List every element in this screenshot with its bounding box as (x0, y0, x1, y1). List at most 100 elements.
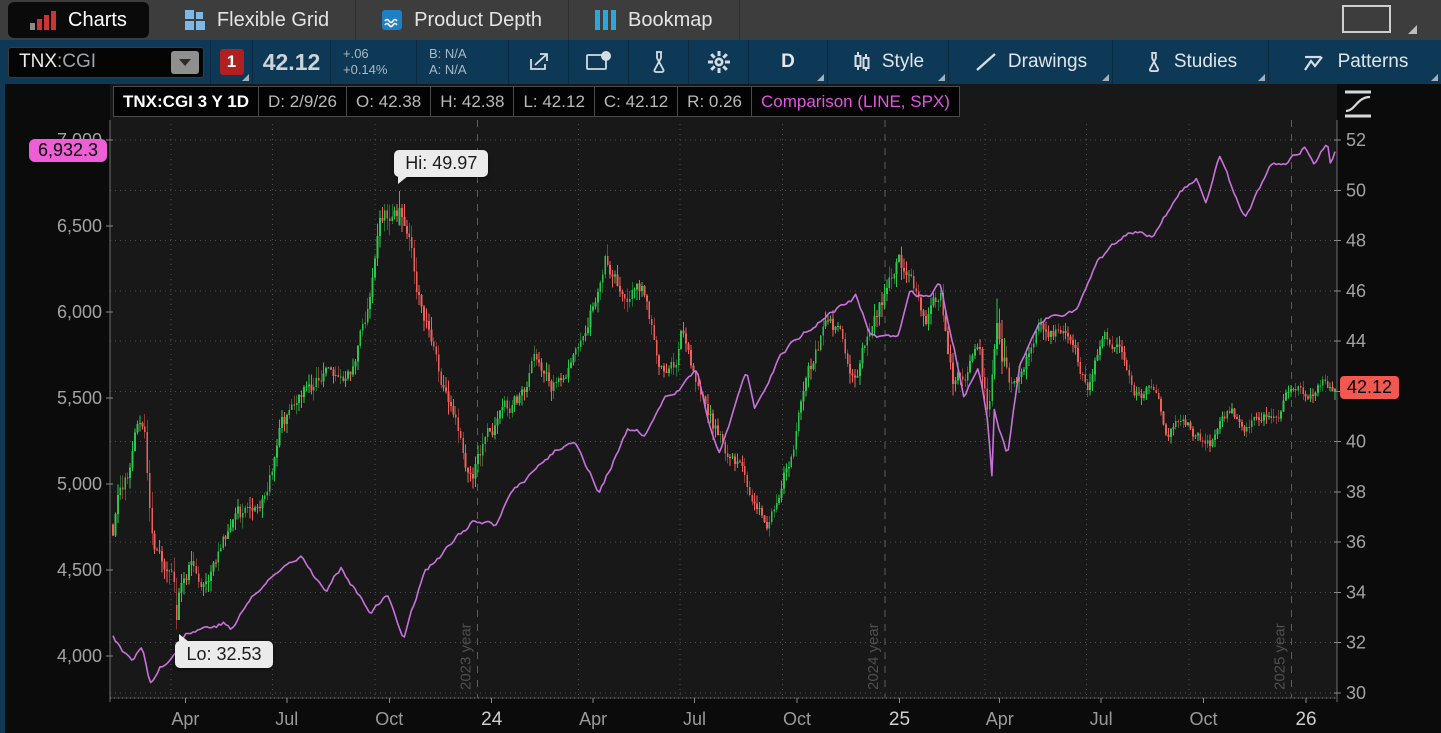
studies-button[interactable]: Studies (1112, 40, 1268, 84)
analyze-button[interactable] (628, 40, 688, 84)
gear-icon (707, 51, 730, 73)
bid-ask: B: N/A A: N/A (416, 40, 508, 84)
comparison-legend[interactable]: Comparison (LINE, SPX) (760, 91, 950, 111)
symbol-suffix: :CGI (57, 51, 97, 72)
style-button[interactable]: Style (827, 40, 948, 84)
low-annotation: Lo: 32.53 (175, 634, 273, 669)
x-axis-tick: Apr (579, 709, 607, 729)
symbol-cell: TNX :CGI (0, 40, 210, 84)
tab-flexible-grid[interactable]: Flexible Grid (155, 0, 357, 40)
style-label: Style (881, 51, 925, 72)
symbol-text: TNX (19, 51, 57, 72)
chart-describer-button[interactable]: i (568, 40, 628, 84)
timeframe-label: D (781, 51, 795, 72)
year-annotation: 2025 year (1272, 623, 1289, 690)
x-axis-tick: Oct (783, 709, 811, 729)
ohlc-fields: D: 2/9/26 O: 42.38 H: 42.38 L: 42.12 C: 42.1… (259, 87, 752, 116)
left-axis-tick: 6,500 (57, 216, 102, 236)
right-axis-tick: 44 (1346, 331, 1366, 351)
x-axis-tick: Jul (275, 709, 298, 729)
tab-bookmap[interactable]: Bookmap (569, 0, 740, 40)
ask-value: A: N/A (429, 62, 467, 77)
year-annotation: 2023 year (457, 623, 474, 690)
timeframe-dropdown-icon (817, 74, 824, 81)
right-axis-tick: 32 (1346, 633, 1366, 653)
last-price: 42.12 (252, 40, 330, 84)
candle-series (112, 191, 1336, 630)
left-axis-tick: 5,000 (57, 474, 102, 494)
columns-icon (595, 10, 617, 30)
tab-bookmap-label: Bookmap (628, 8, 713, 31)
comparison-price-badge: 6,932.3 (28, 138, 107, 162)
symbol-input[interactable]: TNX :CGI (8, 46, 204, 78)
chart-title: TNX:CGI 3 Y 1D (114, 87, 259, 116)
tab-flexible-grid-label: Flexible Grid (216, 8, 330, 31)
ohlc-field: D: 2/9/26 (259, 87, 347, 116)
x-axis-tick: Jul (1090, 709, 1113, 729)
bar-chart-icon (30, 10, 56, 30)
share-icon (529, 53, 548, 70)
trendline-icon (976, 53, 996, 71)
share-button[interactable] (508, 40, 568, 84)
left-axis-tick: 6,000 (57, 302, 102, 322)
last-price-badge: 42.12 (1340, 376, 1400, 400)
price-change: +.06 +0.14% (330, 40, 416, 84)
window-layout-dropdown-icon[interactable] (1408, 25, 1417, 34)
patterns-icon (1303, 55, 1323, 71)
x-axis-tick: 25 (889, 709, 910, 730)
chart-toolbar: TNX :CGI 1 42.12 +.06 +0.14% B: N/A A: N… (0, 40, 1441, 84)
style-dropdown-icon (938, 74, 945, 81)
right-axis-tick: 46 (1346, 281, 1366, 301)
right-axis-tick: 40 (1346, 432, 1366, 452)
right-axis-tick: 50 (1346, 180, 1366, 200)
symbol-dropdown-button[interactable] (171, 50, 199, 74)
svg-text:i: i (604, 52, 607, 61)
depth-waves-icon (382, 10, 403, 30)
year-annotation: 2024 year (865, 623, 882, 690)
right-axis-tick: 48 (1346, 231, 1366, 251)
tab-product-depth[interactable]: Product Depth (356, 0, 570, 40)
x-axis-tick: Apr (171, 709, 199, 729)
right-axis-tick: 36 (1346, 532, 1366, 552)
link-group-cell: 1 (210, 40, 252, 84)
settings-button[interactable] (688, 40, 748, 84)
drawings-button[interactable]: Drawings (948, 40, 1112, 84)
studies-dropdown-icon (1258, 74, 1265, 81)
timeframe-button[interactable]: D (748, 40, 827, 84)
left-axis-tick: 4,000 (57, 646, 102, 666)
studies-flask-icon (1148, 52, 1159, 72)
right-axis-tick: 34 (1346, 582, 1366, 602)
candle-style-icon (854, 52, 870, 71)
ohlc-field: L: 42.12 (514, 87, 595, 116)
left-axis-tick: 4,500 (57, 560, 102, 580)
flask-icon (653, 51, 664, 73)
ohlc-field: H: 42.38 (431, 87, 515, 116)
x-axis-tick: Apr (986, 709, 1014, 729)
x-axis-tick: Jul (683, 709, 706, 729)
ohlc-field: C: 42.12 (595, 87, 679, 116)
price-axis-settings-icon[interactable] (1342, 88, 1374, 120)
x-axis-tick: Oct (1190, 709, 1218, 729)
bid-value: B: N/A (429, 46, 467, 61)
right-axis-tick: 38 (1346, 482, 1366, 502)
right-axis-tick: 52 (1346, 130, 1366, 150)
drawings-label: Drawings (1007, 51, 1088, 72)
patterns-label: Patterns (1337, 51, 1409, 72)
link-group-badge[interactable]: 1 (219, 49, 244, 75)
high-annotation: Hi: 49.97 (394, 150, 489, 185)
chart-header: TNX:CGI 3 Y 1D D: 2/9/26 O: 42.38 H: 42.38… (113, 86, 960, 117)
window-layout-button[interactable] (1342, 5, 1391, 33)
patterns-dropdown-icon (1431, 74, 1438, 81)
x-axis-tick: 24 (481, 709, 503, 730)
studies-label: Studies (1173, 51, 1238, 72)
drawings-dropdown-icon (1102, 74, 1109, 81)
change-value: +.06 (343, 46, 369, 61)
patterns-button[interactable]: Patterns (1268, 40, 1441, 84)
tab-charts-label: Charts (68, 8, 127, 31)
ohlc-field: R: 0.26 (678, 87, 752, 116)
tab-charts[interactable]: Charts (8, 2, 149, 38)
chart-info-icon: i (585, 51, 611, 70)
link-group-dropdown-icon[interactable] (242, 74, 249, 81)
